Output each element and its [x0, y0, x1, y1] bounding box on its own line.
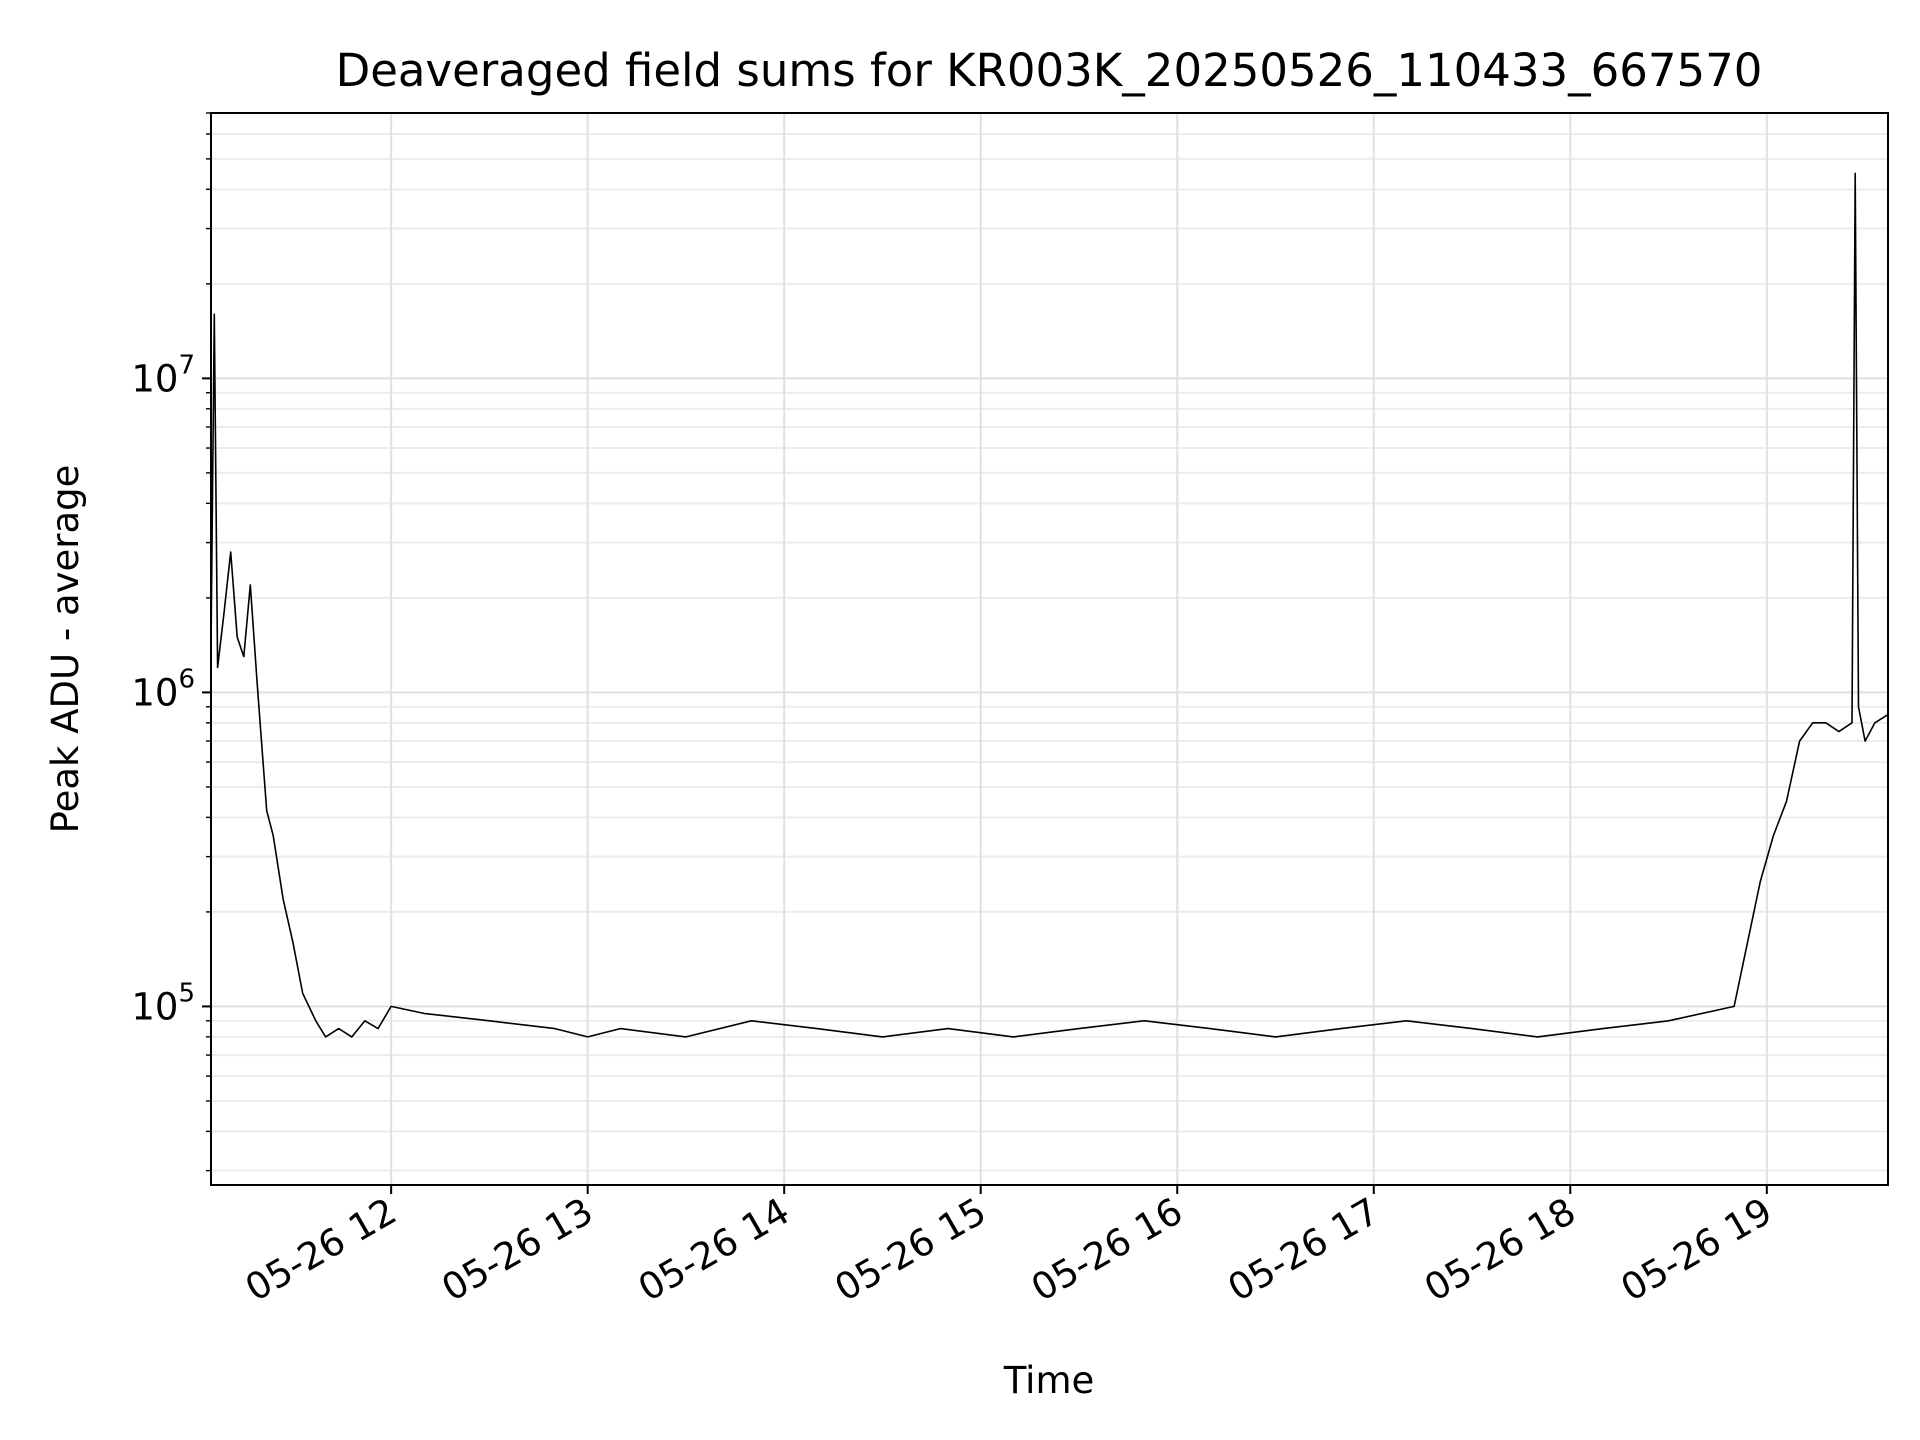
grid	[211, 112, 1888, 1185]
x-tick-label: 05-26 14	[631, 1190, 797, 1310]
x-tick-label: 05-26 19	[1614, 1190, 1780, 1310]
plot-frame	[210, 112, 1889, 1186]
chart-title: Deaveraged field sums for KR003K_2025052…	[336, 44, 1763, 97]
y-axis-label: Peak ADU - average	[44, 465, 87, 834]
y-tick-label: 105	[131, 978, 195, 1028]
series-line-0	[210, 172, 1889, 1038]
x-tick-label: 05-26 18	[1417, 1190, 1583, 1310]
x-tick-label: 05-26 12	[238, 1190, 404, 1310]
x-tick-label: 05-26 15	[828, 1190, 994, 1310]
x-tick-label: 05-26 17	[1221, 1190, 1387, 1310]
y-tick-label: 107	[131, 350, 195, 400]
y-tick-label: 106	[131, 664, 195, 714]
series-group	[210, 172, 1889, 1038]
x-tick-label: 05-26 13	[435, 1190, 601, 1310]
x-tick-label: 05-26 16	[1024, 1190, 1190, 1310]
x-axis-label: Time	[1003, 1359, 1095, 1402]
